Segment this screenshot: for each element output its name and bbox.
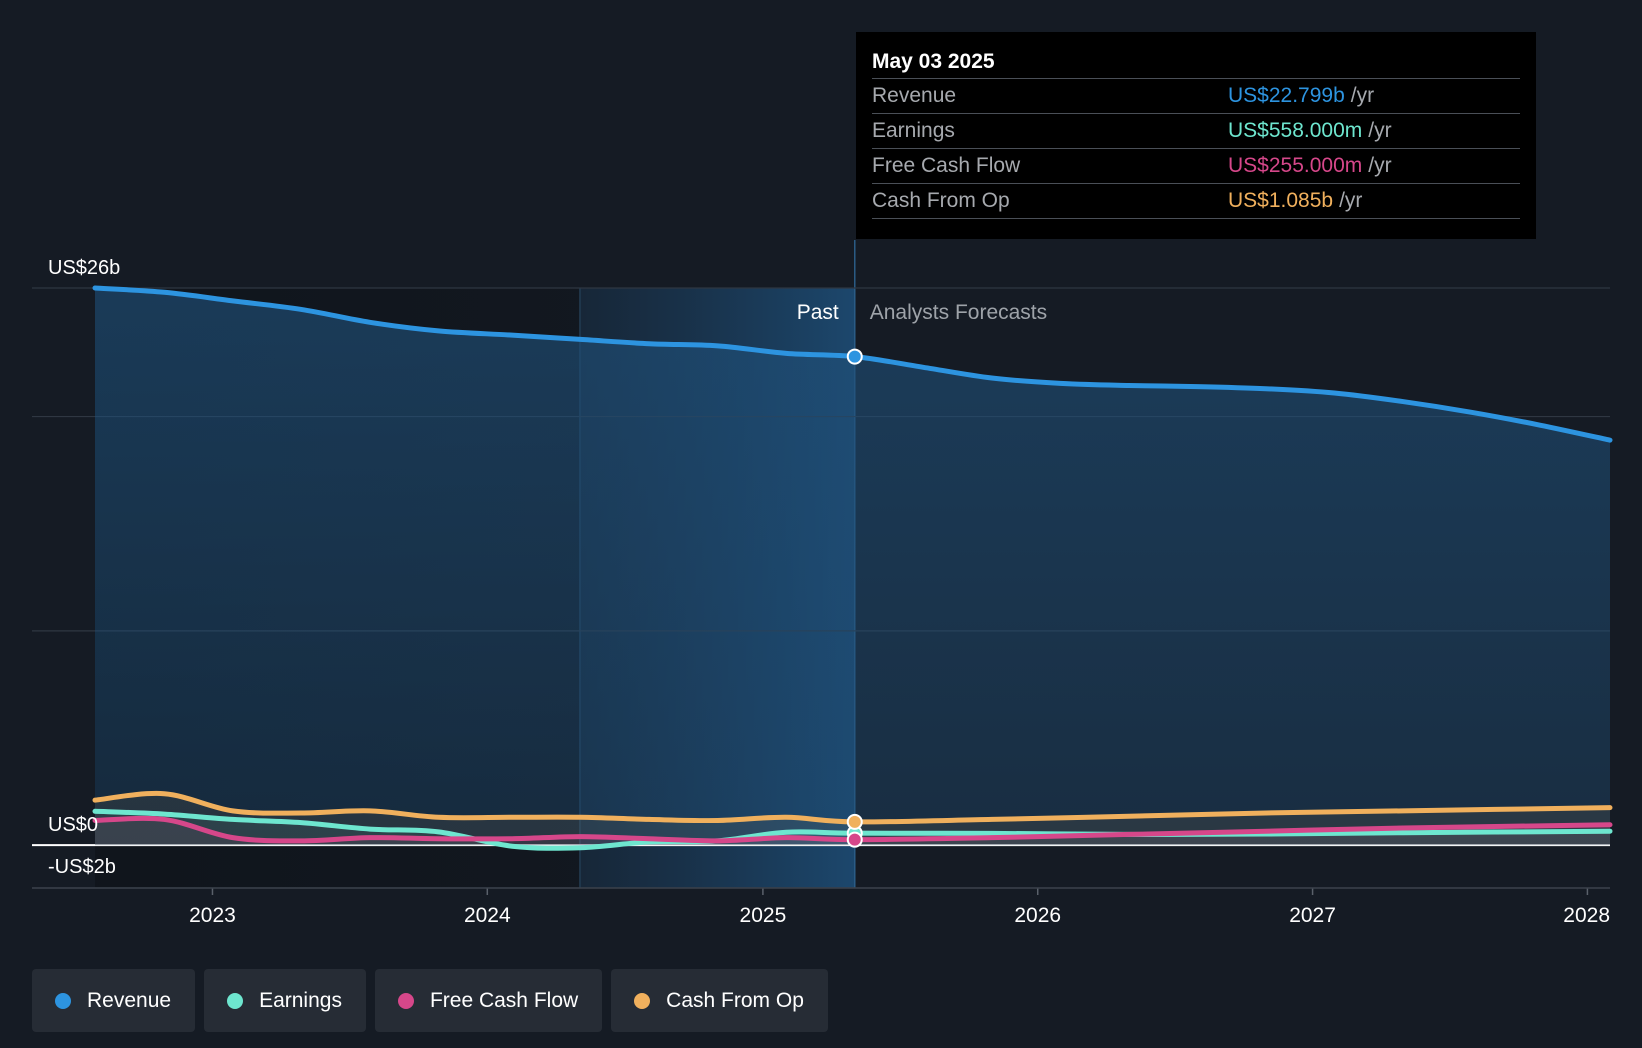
tooltip-row-revenue: Revenue US$22.799b /yr [872, 78, 1520, 113]
x-tick-label: 2026 [1014, 904, 1061, 927]
tooltip-row-free-cash-flow: Free Cash Flow US$255.000m /yr [872, 148, 1520, 183]
forecast-label: Analysts Forecasts [870, 301, 1047, 324]
tooltip-unit: /yr [1350, 84, 1375, 107]
legend-label: Free Cash Flow [429, 988, 579, 1012]
y-tick-label: -US$2b [48, 856, 116, 878]
tooltip-label: Cash From Op [872, 189, 1010, 212]
revenue-dot-icon [55, 992, 71, 1009]
tooltip-row-cash-from-op: Cash From Op US$1.085b /yr [872, 183, 1520, 219]
tooltip-value: US$255.000m [1228, 154, 1363, 177]
tooltip-unit: /yr [1339, 189, 1363, 212]
cash-from-op-dot-icon [634, 992, 651, 1009]
legend-label: Cash From Op [666, 988, 804, 1012]
legend-item-earnings[interactable]: Earnings [204, 969, 366, 1032]
earnings-dot-icon [227, 992, 244, 1009]
free-cash-flow-line [92, 815, 1613, 844]
tooltip-unit: /yr [1368, 154, 1392, 177]
tooltip-label: Free Cash Flow [872, 154, 1021, 177]
revenue-area [95, 288, 1610, 846]
x-tick-label: 2025 [740, 904, 787, 927]
cash-from-op-marker [846, 813, 863, 830]
tooltip-unit: /yr [1368, 119, 1392, 142]
tooltip-label: Earnings [872, 119, 955, 142]
x-tick-label: 2028 [1563, 904, 1610, 927]
tooltip-label: Revenue [872, 84, 957, 107]
free-cash-flow-dot-icon [397, 992, 414, 1009]
tooltip-panel: May 03 2025 Revenue US$22.799b /yr Earni… [856, 32, 1536, 239]
legend-item-revenue[interactable]: Revenue [32, 969, 196, 1032]
tooltip-value: US$22.799b [1228, 84, 1345, 107]
cash-from-op-line [92, 790, 1613, 825]
tooltip-value: US$558.000m [1228, 119, 1363, 142]
chart-legend: Revenue Earnings Free Cash Flow Cash Fro… [32, 969, 828, 1032]
past-label: Past [797, 301, 839, 324]
free-cash-flow-marker [846, 831, 863, 848]
tooltip-value: US$1.085b [1228, 189, 1334, 212]
free-cash-flow-area [95, 818, 1610, 846]
legend-label: Revenue [87, 988, 172, 1012]
legend-item-cash-from-op[interactable]: Cash From Op [611, 969, 828, 1032]
y-tick-label: US$26b [48, 257, 120, 279]
tooltip-row-earnings: Earnings US$558.000m /yr [872, 113, 1520, 148]
legend-label: Earnings [259, 988, 342, 1012]
tooltip-date: May 03 2025 [872, 50, 995, 73]
legend-item-free-cash-flow[interactable]: Free Cash Flow [374, 969, 603, 1032]
x-tick-label: 2023 [189, 904, 236, 927]
revenue-marker [846, 348, 863, 365]
y-tick-label: US$0 [48, 814, 98, 836]
x-tick-label: 2027 [1289, 904, 1336, 927]
x-tick-label: 2024 [464, 904, 511, 927]
